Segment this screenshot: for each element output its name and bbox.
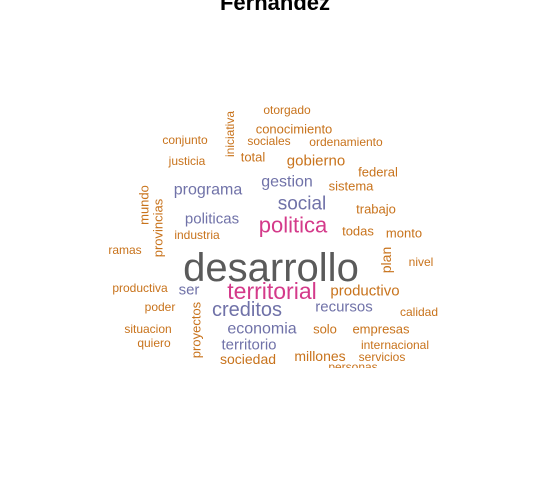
word-personas: personas — [328, 360, 377, 374]
word-financiamiento: financiamiento — [229, 369, 307, 383]
word-trabajo: trabajo — [356, 202, 396, 217]
word-politicas: politicas — [185, 211, 239, 228]
word-desarrollo: desarrollo — [183, 246, 359, 290]
word-justicia: justicia — [168, 154, 206, 168]
word-creditos: creditos — [212, 299, 282, 321]
word-conocimiento: conocimiento — [256, 122, 333, 137]
word-situacion: situacion — [124, 322, 171, 336]
word-politica: politica — [259, 213, 328, 238]
word-conjunto: conjunto — [162, 133, 208, 147]
word-nivel: nivel — [409, 255, 434, 269]
word-provincias: provincias — [151, 198, 166, 257]
word-gestion: gestion — [261, 174, 313, 191]
word-programa: programa — [174, 182, 243, 199]
word-sistema: sistema — [329, 179, 375, 194]
word-federal: federal — [358, 165, 398, 180]
word-industria: industria — [174, 228, 220, 242]
word-millones: millones — [294, 348, 345, 364]
word-gobierno: gobierno — [287, 153, 345, 170]
word-territorio: territorio — [221, 337, 276, 354]
word-solo: solo — [313, 322, 337, 337]
word-calidad: calidad — [400, 305, 438, 319]
word-total: total — [241, 150, 266, 165]
word-territorial: territorial — [227, 278, 316, 304]
word-mundo: mundo — [137, 185, 152, 225]
word-poder: poder — [145, 300, 176, 314]
word-sociales: sociales — [247, 134, 290, 148]
word-iniciativa: iniciativa — [223, 111, 237, 157]
word-todas: todas — [342, 224, 374, 239]
word-internacional: internacional — [361, 338, 429, 352]
word-monto: monto — [386, 226, 422, 241]
word-plan: plan — [378, 247, 394, 273]
word-servicios: servicios — [359, 350, 406, 364]
word-sociedad: sociedad — [220, 351, 276, 367]
word-ser: ser — [179, 282, 200, 299]
word-quiero: quiero — [137, 336, 171, 350]
word-empresas: empresas — [352, 322, 410, 337]
word-economia: economia — [227, 321, 296, 338]
page-title: Fernandez — [219, 0, 331, 15]
word-social: social — [278, 194, 327, 215]
word-recursos: recursos — [315, 299, 373, 316]
word-productivo: productivo — [330, 283, 399, 300]
word-otorgado: otorgado — [263, 103, 311, 117]
word-productiva: productiva — [112, 281, 168, 295]
word-proyectos: proyectos — [189, 301, 204, 358]
word-ordenamiento: ordenamiento — [309, 135, 383, 149]
word-ramas: ramas — [108, 243, 141, 257]
